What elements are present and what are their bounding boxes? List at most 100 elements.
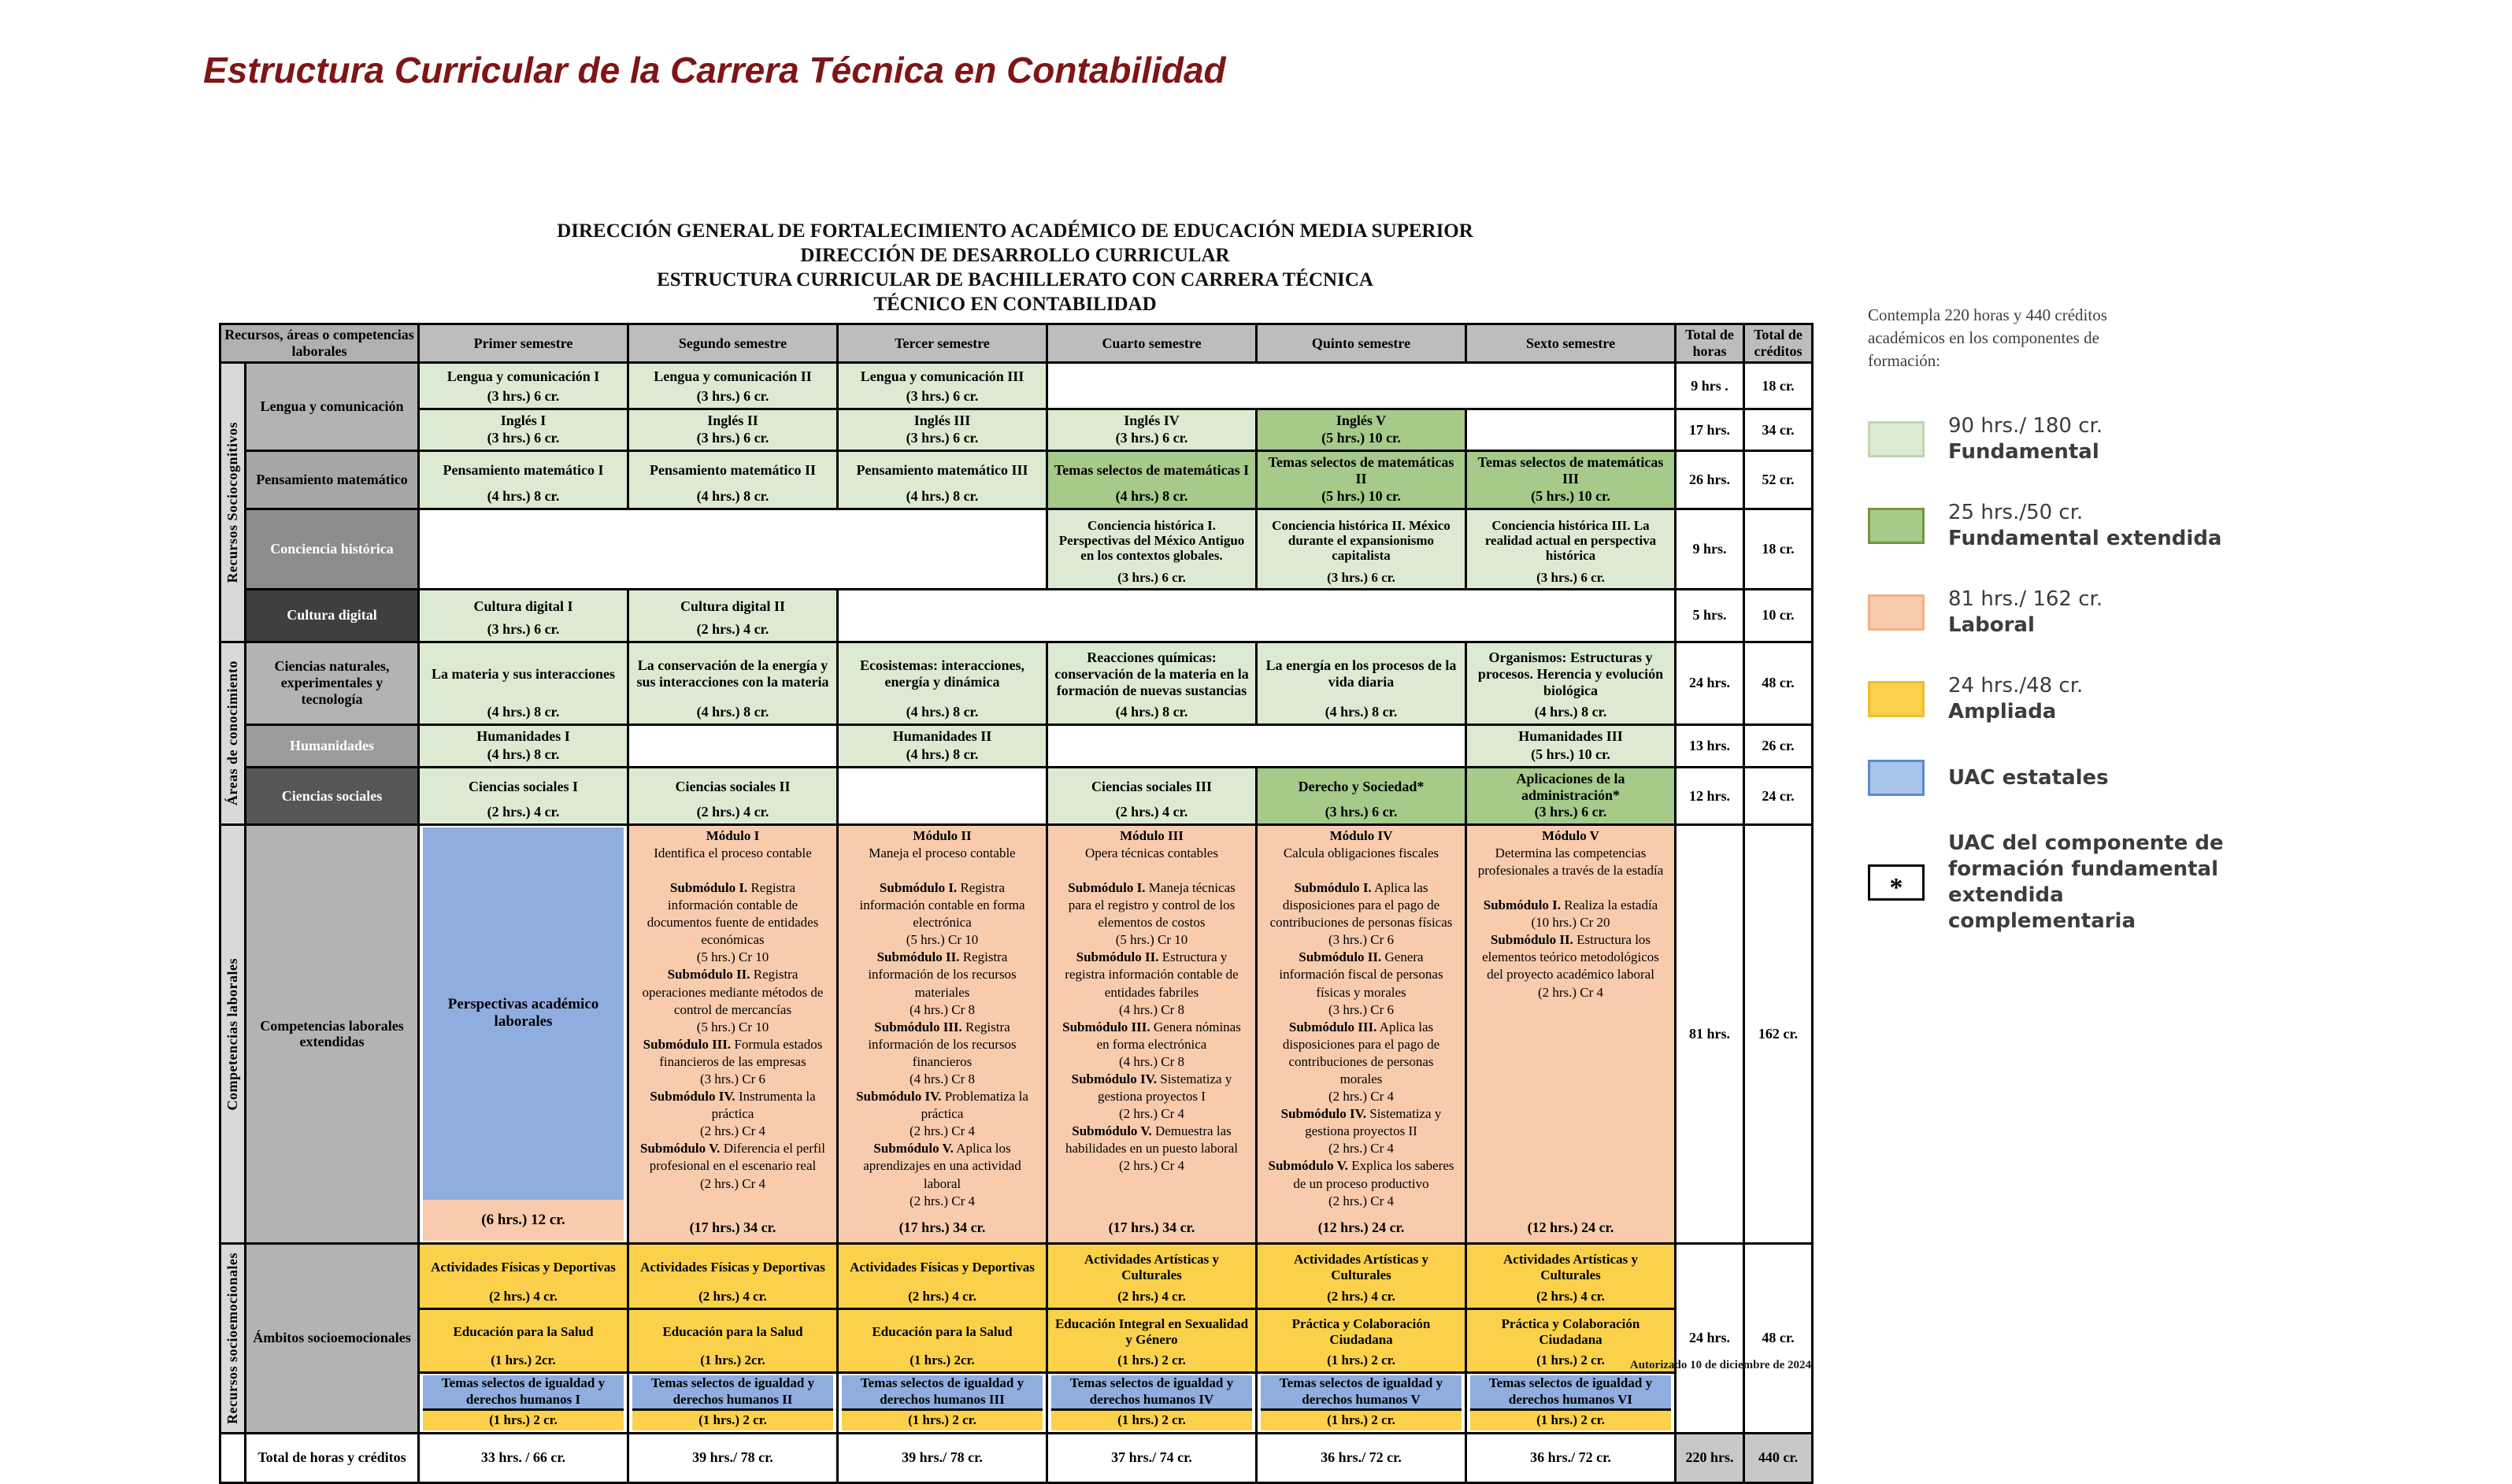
course-title: Reacciones químicas: conservación de la … [1054,649,1249,698]
submodule: Submódulo I. Maneja técnicas para el reg… [1068,879,1236,931]
cell-salud-1: Educación para la Salud (1 hrs.) 2cr. [417,1307,629,1374]
module-name: Módulo IV [1329,827,1393,843]
course-title: Actividades Artísticas y Culturales [1503,1252,1638,1282]
cell-sociales-3: Ciencias sociales III (2 hrs.) 4 cr. [1046,765,1258,827]
cell-humanidades-1: Humanidades I (4 hrs.) 8 cr. [417,723,629,768]
course-hours: (3 hrs.) 6 cr. [1534,804,1607,820]
label-cultura-digital: Cultura digital [244,587,420,643]
course-hours: (3 hrs.) 6 cr. [1117,569,1186,585]
legend-value: 25 hrs./50 cr. [1948,501,2084,524]
label-humanidades: Humanidades [244,723,420,768]
course-hours: (3 hrs.) 6 cr. [696,430,769,446]
cell-igualdad-3: Temas selectos de igualdad y derechos hu… [836,1371,1048,1434]
header-semester-6: Sexto semestre [1465,323,1677,364]
course-hours: (4 hrs.) 8 cr. [487,703,560,720]
label-pensamiento-matematico: Pensamiento matemático [244,450,420,510]
course-hours: (3 hrs.) 6 cr. [1115,430,1188,446]
perspectivas-title: Perspectivas académico laborales [423,827,624,1200]
total-credits-pensamiento: 52 cr. [1743,450,1814,510]
submodule: Submódulo II. Estructura los elementos t… [1482,932,1659,983]
document-header-line1: DIRECCIÓN GENERAL DE FORTALECIMIENTO ACA… [557,220,1473,242]
submodule: Submódulo V. Aplica los aprendizajes en … [863,1141,1021,1191]
empty-cell [1046,361,1677,410]
module-desc: Calcula obligaciones fiscales [1283,845,1439,860]
total-hours-sociales: 12 hrs. [1674,765,1745,827]
submodule: Submódulo IV. Sistematiza y gestiona pro… [1280,1106,1442,1139]
row-actividades: Recursos socioemocionales Ámbitos socioe… [219,1242,1814,1434]
cell-conciencia-3: Conciencia histórica III. La realidad ac… [1465,507,1677,590]
curriculum-table: Recursos, áreas o competencias laborales… [219,323,1814,1484]
label-lengua-comunicacion: Lengua y comunicación [244,361,420,452]
course-hours: (1 hrs.) 2 cr. [1117,1352,1186,1367]
cell-ingles-1: Inglés I (3 hrs.) 6 cr. [417,408,629,452]
course-title: Humanidades II [892,728,992,745]
course-hours: (2 hrs.) 4 cr. [1536,1288,1605,1304]
header-semester-3: Tercer semestre [836,323,1048,364]
submodule: Submódulo II. Estructura y registra info… [1065,949,1239,1000]
cell-perspectivas: Perspectivas académico laborales (6 hrs.… [417,823,629,1245]
label-ciencias-sociales: Ciencias sociales [244,765,420,827]
empty-cell [836,765,1048,827]
course-hours: (1 hrs.) 2cr. [491,1352,556,1367]
course-title: Inglés V [1336,413,1387,429]
course-hours: (2 hrs.) 4 cr. [487,804,560,820]
submodule-hours: (5 hrs.) Cr 10 [696,949,769,965]
course-title: Actividades Físicas y Deportivas [431,1259,616,1275]
total-hours-cultura: 5 hrs. [1674,587,1745,643]
submodule-hours: (4 hrs.) Cr 8 [1118,1053,1185,1069]
legend-item-uac-estatales: UAC estatales [1868,760,2238,796]
submodule-hours: (2 hrs.) Cr 4 [1118,1106,1185,1122]
header-semester-4: Cuarto semestre [1046,323,1258,364]
submodule-hours: (3 hrs.) Cr 6 [1328,932,1395,948]
row-ingles: Inglés I (3 hrs.) 6 cr. Inglés II (3 hrs.)… [220,408,1814,452]
legend-name: Ampliada [1948,700,2057,723]
course-hours: (1 hrs.) 2 cr. [1470,1408,1671,1430]
submodule: Submódulo V. Diferencia el perfil profes… [640,1141,825,1174]
header-semester-2: Segundo semestre [627,323,839,364]
submodule: Submódulo V. Explica los saberes de un p… [1268,1158,1454,1191]
module-total: (17 hrs.) 34 cr. [898,1219,986,1235]
group-sociocognitivos: Recursos Sociocognitivos [219,361,246,643]
course-title: La materia y sus interacciones [432,665,615,682]
legend-value: 24 hrs./48 cr. [1948,674,2084,698]
submodule-hours: (3 hrs.) Cr 6 [1328,1001,1395,1017]
row-temas-igualdad: Temas selectos de igualdad y derechos hu… [220,1371,1813,1434]
course-hours: (5 hrs.) 10 cr. [1531,746,1610,762]
module-desc: Determina las competencias profesionales… [1477,845,1664,878]
course-hours: (3 hrs.) 6 cr. [696,388,769,405]
submodule-hours: (4 hrs.) Cr 8 [909,1071,976,1086]
spacer-cell [219,1431,246,1484]
cell-naturales-3: Ecosistemas: interacciones, energía y di… [836,640,1048,726]
course-title: Temas selectos de igualdad y derechos hu… [842,1375,1043,1408]
course-title: Conciencia histórica II. México durante … [1272,518,1451,564]
label-competencias-extendidas: Competencias laborales extendidas [244,823,420,1245]
laboral-swatch [1868,594,1925,631]
legend-item-ampliada: 24 hrs./48 cr. Ampliada [1868,673,2238,725]
cell-conciencia-2: Conciencia histórica II. México durante … [1255,507,1467,590]
course-hours: (4 hrs.) 8 cr. [487,487,560,504]
header-total-hours: Total de horas [1674,323,1745,364]
grand-total-label: Total de horas y créditos [244,1431,420,1484]
course-hours: (3 hrs.) 6 cr. [1325,804,1398,820]
legend-name: Laboral [1948,613,2035,637]
cell-temas-matematicas-3: Temas selectos de matemáticas III (5 hrs.… [1465,450,1677,510]
header-resources: Recursos, áreas o competencias laborales [219,323,420,364]
document-header: DIRECCIÓN GENERAL DE FORTALECIMIENTO ACA… [219,219,1811,316]
course-hours: (2 hrs.) 4 cr. [908,1288,976,1304]
cell-ingles-5: Inglés V (5 hrs.) 10 cr. [1255,408,1467,452]
course-title: Temas selectos de matemáticas III [1477,454,1664,487]
course-hours: (1 hrs.) 2 cr. [1261,1408,1462,1430]
course-title: Humanidades III [1518,728,1623,745]
course-hours: (1 hrs.) 2 cr. [1051,1408,1252,1430]
course-title: La energía en los procesos de la vida di… [1265,657,1457,690]
course-hours: (4 hrs.) 8 cr. [696,703,769,720]
submodule: Submódulo II. Registra operaciones media… [642,967,824,1017]
legend-name: UAC del componente de formación fundamen… [1948,831,2224,933]
cell-naturales-6: Organismos: Estructuras y procesos. Here… [1465,640,1677,726]
cell-derecho-sociedad: Derecho y Sociedad* (3 hrs.) 6 cr. [1255,765,1467,827]
header-semester-5: Quinto semestre [1255,323,1467,364]
course-hours: (3 hrs.) 6 cr. [487,430,560,446]
course-hours: (4 hrs.) 8 cr. [1325,703,1398,720]
course-title: Humanidades I [476,728,570,745]
cell-salud-3: Educación para la Salud (1 hrs.) 2cr. [836,1307,1048,1374]
